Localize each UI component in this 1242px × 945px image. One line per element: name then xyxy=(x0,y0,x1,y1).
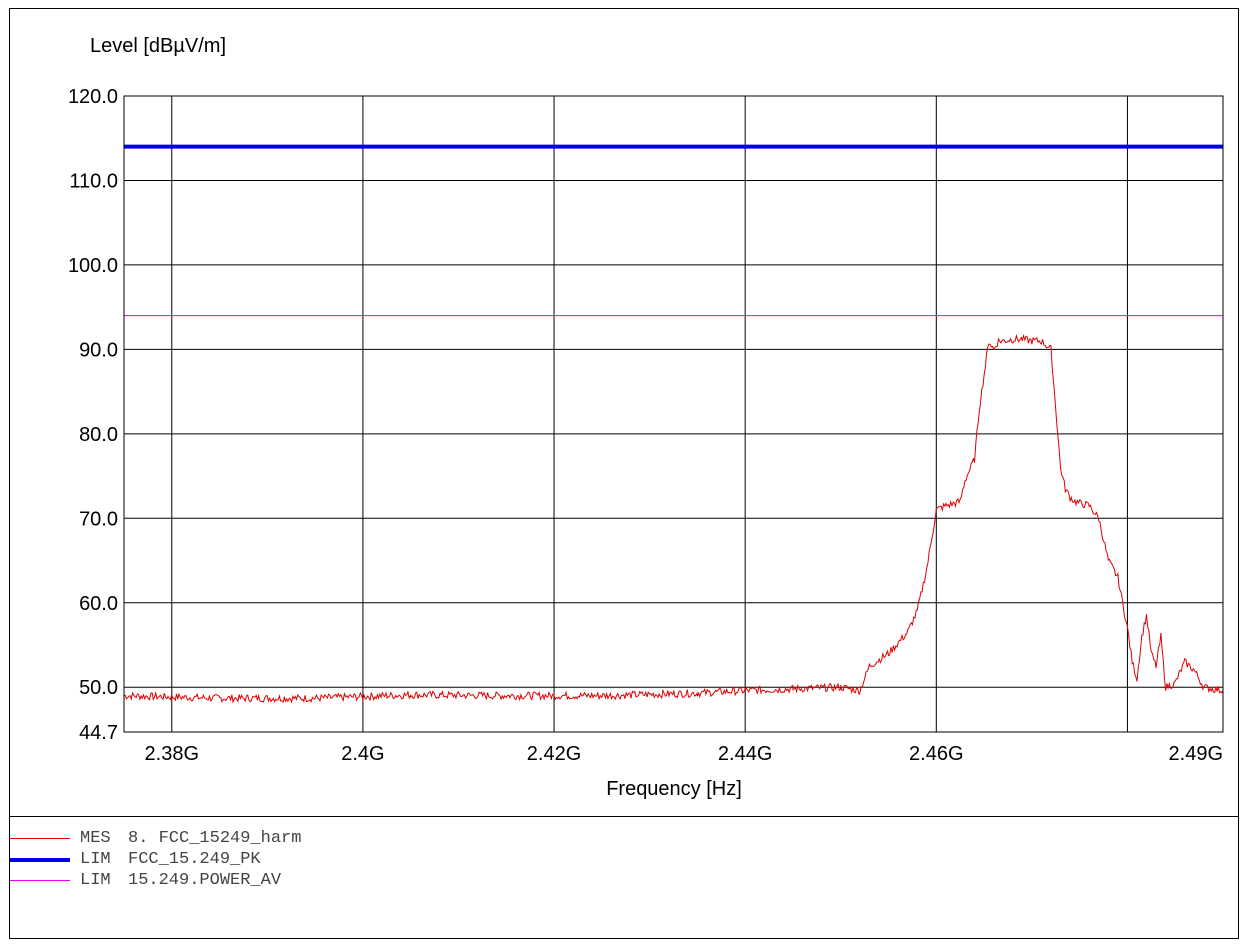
y-tick-labels: 120.0 110.0 100.0 90.0 80.0 70.0 60.0 50.0 44.7 xyxy=(68,86,118,744)
legend-kind: MES xyxy=(80,829,111,848)
legend-entry: MES 8. FCC_15249_harm xyxy=(10,828,301,849)
y-tick-label: 100.0 xyxy=(68,255,118,277)
legend-text: FCC_15.249_PK xyxy=(128,850,261,869)
legend-text: 15.249.POWER_AV xyxy=(128,871,282,890)
grid xyxy=(124,95,1223,733)
y-tick-label: 120.0 xyxy=(68,86,118,108)
legend-kind: LIM xyxy=(80,850,111,869)
legend: MES 8. FCC_15249_harm LIM FCC_15.249_PK LIM 1… xyxy=(10,828,301,891)
emission-chart: Level [dBµV/m] Frequency [Hz] 120.0 110.0… xyxy=(68,35,1224,800)
x-tick-labels: 2.38G 2.4G 2.42G 2.44G 2.46G 2.49G xyxy=(145,743,1223,765)
x-tick-label: 2.42G xyxy=(527,743,581,765)
plot-border xyxy=(123,95,1224,733)
legend-swatch xyxy=(10,857,70,862)
y-axis-label: Level [dBµV/m] xyxy=(90,35,226,57)
legend-kind: LIM xyxy=(80,871,111,890)
x-tick-label: 2.38G xyxy=(145,743,199,765)
y-tick-label: 44.7 xyxy=(79,722,118,744)
legend-swatch xyxy=(10,880,70,881)
x-tick-label: 2.44G xyxy=(718,743,772,765)
series-layer xyxy=(123,144,1224,704)
y-tick-label: 110.0 xyxy=(69,170,118,192)
x-tick-label: 2.4G xyxy=(341,743,384,765)
y-tick-label: 50.0 xyxy=(79,677,118,699)
x-tick-label-end: 2.49G xyxy=(1169,743,1223,765)
legend-divider xyxy=(9,816,1239,817)
legend-text: 8. FCC_15249_harm xyxy=(128,829,302,848)
y-tick-label: 60.0 xyxy=(79,593,118,615)
y-tick-label: 90.0 xyxy=(79,339,118,361)
x-axis-label: Frequency [Hz] xyxy=(606,778,742,800)
x-tick-label: 2.46G xyxy=(909,743,963,765)
series-line-0 xyxy=(123,333,1224,704)
y-tick-label: 80.0 xyxy=(79,424,118,446)
report-frame xyxy=(9,8,1239,939)
legend-entry: LIM 15.249.POWER_AV xyxy=(10,870,301,891)
legend-swatch xyxy=(10,838,70,839)
y-tick-label: 70.0 xyxy=(79,508,118,530)
legend-entry: LIM FCC_15.249_PK xyxy=(10,849,301,870)
